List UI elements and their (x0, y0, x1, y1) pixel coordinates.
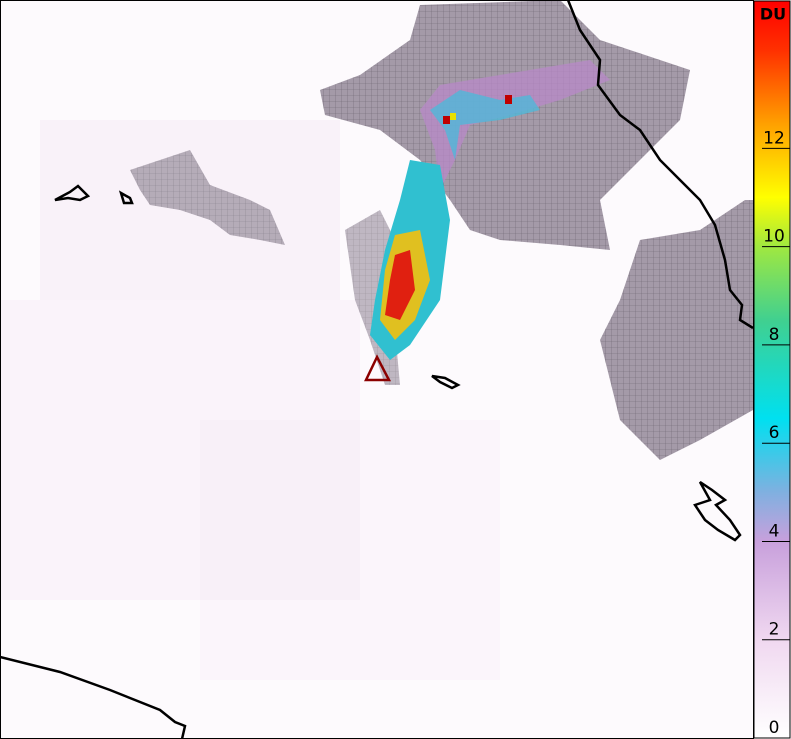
volcano-marker (364, 354, 392, 382)
colorbar-tick-label: 6 (769, 423, 780, 443)
colorbar-tick-label: 0 (769, 718, 780, 738)
colorbar-tick-label: 12 (763, 128, 785, 148)
colorbar-unit: DU (760, 5, 786, 24)
colorbar-tick-label: 8 (769, 325, 780, 345)
colorbar-tick-label: 10 (763, 227, 785, 247)
colorbar-tick-label: 4 (769, 521, 780, 541)
cloud-mask (130, 0, 753, 460)
coastline (0, 0, 754, 739)
plume (370, 60, 610, 360)
colorbar-tick-label: 2 (769, 620, 780, 640)
colorbar (753, 0, 791, 739)
